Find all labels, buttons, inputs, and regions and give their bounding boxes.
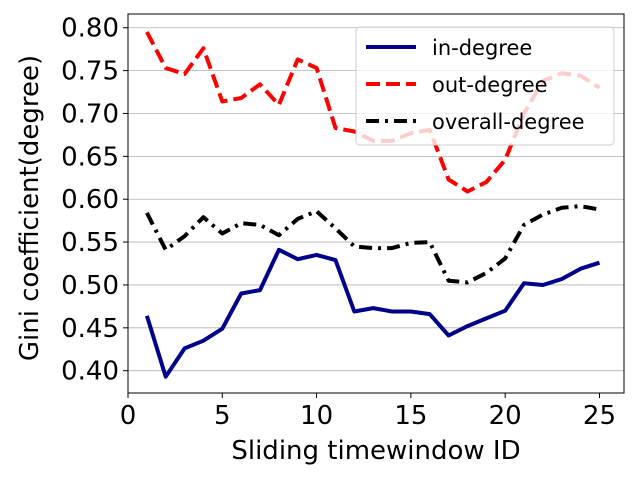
x-tick-label: 20 [489, 401, 522, 431]
legend-label-overall-degree: overall-degree [432, 110, 585, 134]
y-tick-label: 0.55 [61, 228, 119, 258]
legend-box [355, 26, 615, 146]
y-tick-label: 0.50 [61, 271, 119, 301]
tick-labels: 0.40 0.45 0.50 0.55 0.60 0.65 0.70 0.75 0.80 0 5 10… [61, 14, 616, 431]
y-tick-label: 0.75 [61, 57, 119, 87]
x-tick-label: 5 [214, 401, 231, 431]
series-line-overall-degree [145, 204, 600, 285]
x-tick-label: 0 [120, 401, 137, 431]
x-axis-label: Sliding timewindow ID [231, 436, 520, 466]
y-tick-label: 0.65 [61, 142, 119, 172]
legend-label-out-degree: out-degree [432, 73, 548, 97]
y-tick-label: 0.80 [61, 14, 119, 44]
series-line-in-degree [144, 247, 601, 379]
axes [123, 13, 625, 398]
x-tick-label: 10 [300, 401, 333, 431]
y-tick-label: 0.70 [61, 99, 119, 129]
y-tick-label: 0.60 [61, 185, 119, 215]
y-tick-label: 0.45 [61, 314, 119, 344]
legend: in-degree out-degree overall-degree [355, 26, 615, 146]
y-axis-label: Gini coefficient(degree) [15, 55, 45, 361]
y-tick-label: 0.40 [61, 357, 119, 387]
plot-frame [127, 13, 625, 394]
x-tick-label: 25 [583, 401, 616, 431]
x-tick-label: 15 [394, 401, 427, 431]
legend-label-in-degree: in-degree [432, 36, 532, 60]
